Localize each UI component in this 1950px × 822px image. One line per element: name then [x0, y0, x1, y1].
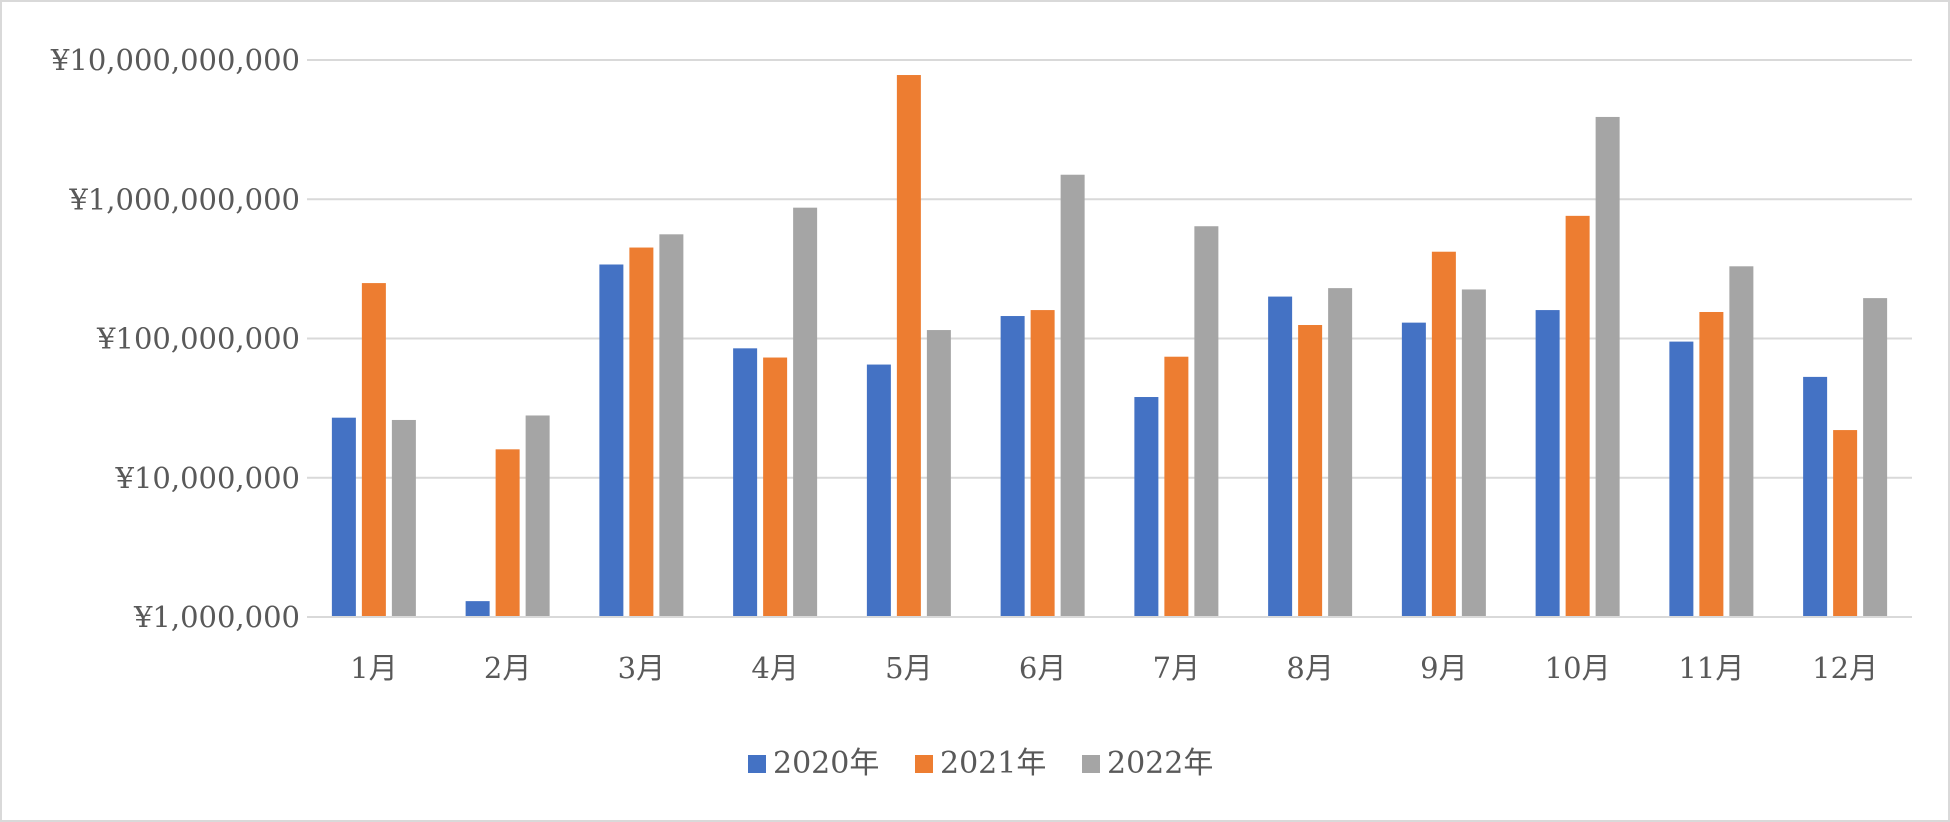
- legend-swatch: [1082, 755, 1100, 773]
- x-tick-label: 10月: [1545, 651, 1611, 685]
- bar-2020年-7月[interactable]: [1134, 397, 1159, 617]
- bar-2021年-1月[interactable]: [361, 283, 386, 617]
- y-tick-label: ¥10,000,000: [115, 461, 301, 495]
- bar-2021年-9月[interactable]: [1431, 251, 1456, 618]
- x-tick-label: 3月: [618, 651, 665, 685]
- bar-2020年-10月[interactable]: [1535, 310, 1560, 617]
- legend-label: 2022年: [1107, 746, 1213, 781]
- x-tick-label: 7月: [1153, 651, 1200, 685]
- legend-item[interactable]: 2020年: [748, 746, 879, 781]
- y-tick-label: ¥1,000,000: [133, 600, 300, 634]
- bar-2020年-11月[interactable]: [1669, 341, 1694, 617]
- bar-2020年-5月[interactable]: [866, 364, 891, 617]
- x-tick-label: 11月: [1678, 651, 1744, 685]
- bar-2020年-4月[interactable]: [733, 348, 758, 617]
- bar-2020年-12月[interactable]: [1803, 376, 1828, 617]
- bar-2022年-10月[interactable]: [1595, 116, 1620, 618]
- bar-2021年-8月[interactable]: [1298, 325, 1323, 617]
- bars: [331, 75, 1888, 618]
- bar-2021年-11月[interactable]: [1699, 311, 1724, 617]
- bar-2022年-12月[interactable]: [1863, 298, 1888, 617]
- bar-2022年-5月[interactable]: [926, 330, 951, 617]
- x-tick-label: 12月: [1812, 651, 1878, 685]
- bar-2021年-7月[interactable]: [1164, 356, 1189, 617]
- legend-item[interactable]: 2021年: [915, 746, 1046, 781]
- bar-2021年-5月[interactable]: [896, 75, 921, 618]
- bar-2021年-2月[interactable]: [495, 449, 520, 617]
- bar-2021年-12月[interactable]: [1833, 430, 1858, 617]
- bar-2020年-8月[interactable]: [1268, 296, 1293, 617]
- x-tick-label: 5月: [885, 651, 932, 685]
- bar-2022年-11月[interactable]: [1729, 266, 1754, 617]
- bar-2020年-3月[interactable]: [599, 264, 624, 617]
- bar-2021年-10月[interactable]: [1565, 215, 1590, 617]
- legend-swatch: [915, 755, 933, 773]
- bar-2021年-3月[interactable]: [629, 247, 654, 617]
- x-axis-category-labels: 1月 2月 3月 4月 5月 6月 7月 8月 9月 10月 11月 12月: [350, 651, 1878, 685]
- bar-2020年-9月[interactable]: [1401, 322, 1426, 617]
- bar-2020年-6月[interactable]: [1000, 316, 1025, 617]
- bar-2022年-6月[interactable]: [1060, 174, 1085, 617]
- legend-label: 2020年: [773, 746, 879, 781]
- legend[interactable]: 2020年 2021年 2022年: [748, 746, 1213, 781]
- y-axis-tick-labels: ¥1,000,000 ¥10,000,000 ¥100,000,000 ¥1,000,…: [50, 43, 300, 634]
- x-tick-label: 8月: [1286, 651, 1333, 685]
- x-tick-label: 2月: [484, 651, 531, 685]
- bar-2020年-1月[interactable]: [331, 417, 356, 617]
- bar-2022年-9月[interactable]: [1461, 289, 1486, 617]
- x-tick-label: 6月: [1019, 651, 1066, 685]
- bar-2022年-2月[interactable]: [525, 415, 550, 617]
- x-tick-label: 1月: [350, 651, 397, 685]
- bar-2020年-2月[interactable]: [465, 601, 490, 617]
- y-tick-label: ¥100,000,000: [96, 322, 300, 356]
- y-tick-label: ¥10,000,000,000: [50, 43, 300, 77]
- bar-2022年-7月[interactable]: [1194, 226, 1219, 617]
- bar-2022年-1月[interactable]: [391, 419, 416, 617]
- legend-label: 2021年: [940, 746, 1046, 781]
- y-tick-label: ¥1,000,000,000: [68, 182, 300, 216]
- legend-item[interactable]: 2022年: [1082, 746, 1213, 781]
- bar-2021年-4月[interactable]: [763, 357, 788, 617]
- x-tick-label: 9月: [1420, 651, 1467, 685]
- bar-2022年-8月[interactable]: [1328, 288, 1353, 617]
- bar-2021年-6月[interactable]: [1030, 310, 1055, 617]
- gridlines: [307, 59, 1912, 479]
- x-tick-label: 4月: [751, 651, 798, 685]
- bar-2022年-4月[interactable]: [793, 207, 818, 618]
- legend-swatch: [748, 755, 766, 773]
- bar-2022年-3月[interactable]: [659, 234, 684, 617]
